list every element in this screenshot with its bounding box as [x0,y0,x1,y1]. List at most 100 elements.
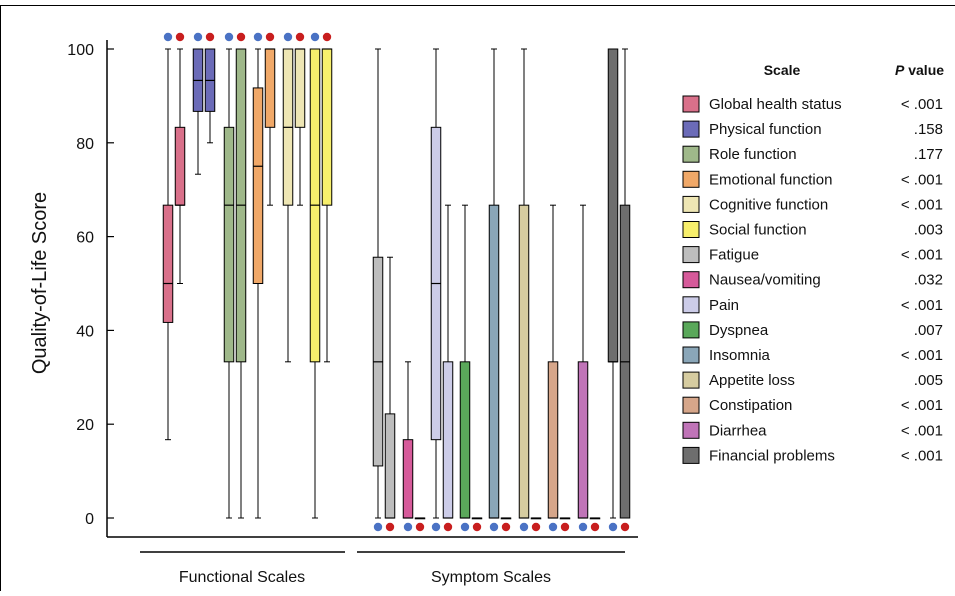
legend-label-social-function: Social function [709,222,807,239]
box-pain-red [442,361,454,519]
legend-label-nausea-vomiting: Nausea/vomiting [709,272,821,289]
marker-dot-physical-function-blue [193,32,203,42]
marker-dot-social-function-red [322,32,332,42]
marker-dot-diarrhea-blue [578,522,588,532]
legend-swatch-insomnia [682,346,700,364]
legend-header-p-value: P value [895,62,944,78]
marker-dot-global-health-status-blue [163,32,173,42]
legend-p-financial-problems: < .001 [901,447,943,464]
legend-label-global-health-status: Global health status [709,96,842,113]
marker-dot-nausea-vomiting-red [415,522,425,532]
box-nausea-vomiting-blue [402,439,414,519]
legend-p-emotional-function: < .001 [901,171,943,188]
box-emotional-function-red [264,48,276,128]
legend-p-social-function: .003 [914,222,943,239]
legend-p-role-function: .177 [914,146,943,163]
legend-label-fatigue: Fatigue [709,247,759,264]
box-global-health-status-blue [162,204,174,323]
legend-p-dyspnea: .007 [914,322,943,339]
y-tick-label: 40 [76,323,94,340]
legend-swatch-global-health-status [682,95,700,113]
legend-swatch-financial-problems [682,446,700,464]
group-label-symptom-scales: Symptom Scales [431,569,551,586]
marker-dot-insomnia-red [501,522,511,532]
y-tick-label: 20 [76,417,94,434]
legend-label-cognitive-function: Cognitive function [709,196,828,213]
legend-p-appetite-loss: .005 [914,372,943,389]
marker-dot-fatigue-red [385,522,395,532]
marker-dot-financial-problems-blue [608,522,618,532]
legend-label-dyspnea: Dyspnea [709,322,769,339]
legend-label-financial-problems: Financial problems [709,447,835,464]
box-fatigue-red [384,413,396,519]
legend-p-nausea-vomiting: .032 [914,272,943,289]
legend-label-appetite-loss: Appetite loss [709,372,795,389]
marker-dot-role-function-blue [224,32,234,42]
marker-dot-role-function-red [236,32,246,42]
marker-dot-insomnia-blue [489,522,499,532]
marker-dot-appetite-loss-red [531,522,541,532]
legend-p-physical-function: .158 [914,121,943,138]
legend-label-physical-function: Physical function [709,121,822,138]
box-appetite-loss-blue [518,204,530,519]
legend-swatch-emotional-function [682,170,700,188]
legend-swatch-cognitive-function [682,195,700,213]
legend-swatch-fatigue [682,246,700,264]
marker-dot-constipation-red [560,522,570,532]
marker-dot-physical-function-red [205,32,215,42]
legend-swatch-role-function [682,145,700,163]
box-emotional-function-blue [252,87,264,284]
marker-dot-constipation-blue [548,522,558,532]
box-financial-problems-blue [607,48,619,363]
marker-dot-global-health-status-red [175,32,185,42]
legend-p-cognitive-function: < .001 [901,196,943,213]
legend-label-constipation: Constipation [709,397,792,414]
y-axis-label: Quality-of-Life Score [29,192,51,374]
box-diarrhea-blue [577,361,589,519]
legend-swatch-nausea-vomiting [682,271,700,289]
box-global-health-status-red [174,126,186,206]
legend-label-insomnia: Insomnia [709,347,771,364]
legend-p-insomnia: < .001 [901,347,943,364]
marker-dot-emotional-function-blue [253,32,263,42]
marker-dot-cognitive-function-blue [283,32,293,42]
marker-dot-financial-problems-red [620,522,630,532]
legend-swatch-pain [682,296,700,314]
marker-dot-emotional-function-red [265,32,275,42]
marker-dot-fatigue-blue [373,522,383,532]
marker-dot-diarrhea-red [590,522,600,532]
legend-label-role-function: Role function [709,146,797,163]
box-role-function-blue [223,126,235,363]
legend-swatch-dyspnea [682,321,700,339]
marker-dot-nausea-vomiting-blue [403,522,413,532]
legend-swatch-physical-function [682,120,700,138]
legend-label-emotional-function: Emotional function [709,171,832,188]
marker-dot-pain-blue [431,522,441,532]
box-dyspnea-blue [459,361,471,519]
legend-p-constipation: < .001 [901,397,943,414]
marker-dot-cognitive-function-red [295,32,305,42]
legend-p-global-health-status: < .001 [901,96,943,113]
legend-label-diarrhea: Diarrhea [709,422,767,439]
legend-swatch-diarrhea [682,421,700,439]
legend-p-diarrhea: < .001 [901,422,943,439]
box-cognitive-function-red [294,48,306,128]
legend-swatch-appetite-loss [682,371,700,389]
y-tick-label: 100 [67,42,94,59]
plot-area: Quality-of-Life Score 0 20 40 60 80 100 Functio… [29,32,638,586]
legend-header-scale: Scale [764,62,801,78]
group-label-functional-scales: Functional Scales [179,569,305,586]
box-insomnia-blue [488,204,500,519]
marker-dot-pain-red [443,522,453,532]
marker-dot-dyspnea-red [472,522,482,532]
legend-header-p-rest: value [904,62,944,78]
y-tick-label: 0 [85,511,94,528]
legend-swatch-social-function [682,221,700,238]
legend-p-fatigue: < .001 [901,247,943,264]
legend-swatch-constipation [682,396,700,414]
legend: Scale P value Global health status < .001 Ph… [682,62,944,464]
marker-dot-social-function-blue [310,32,320,42]
legend-label-pain: Pain [709,297,739,314]
